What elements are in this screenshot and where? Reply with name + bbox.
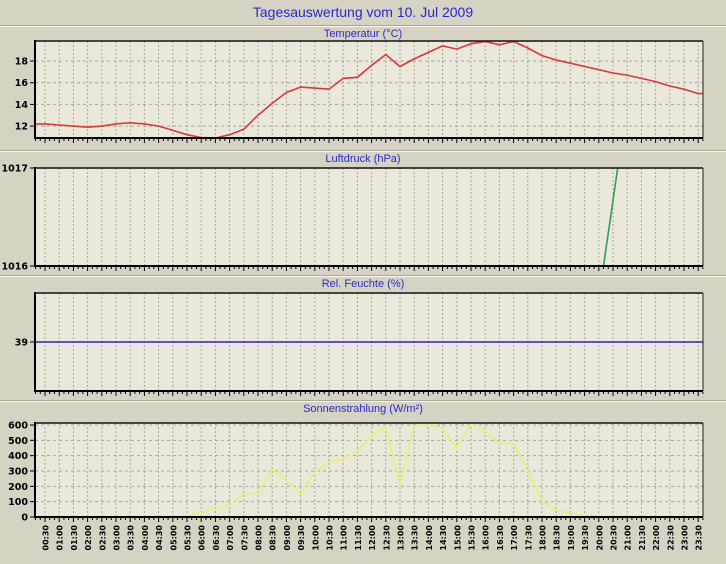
solar-radiation-y-axis-label: 300	[8, 466, 28, 477]
temperature-y-axis-label: 16	[15, 78, 29, 89]
x-axis-label: 20:30	[610, 525, 619, 551]
x-axis-label: 23:00	[681, 525, 690, 551]
solar-radiation-chart: 0 100 200 300 400 500 600 00:30 01:00 01:30 02:00 0…	[8, 420, 704, 550]
x-axis-label: 09:30	[297, 525, 306, 551]
solar-radiation-y-axis-label: 400	[8, 451, 28, 462]
humidity-y-axis-label: 39	[15, 338, 28, 349]
separator	[0, 400, 726, 402]
page-title: Tagesauswertung vom 10. Jul 2009	[252, 4, 474, 20]
x-axis-label: 21:00	[624, 525, 633, 551]
pressure-chart: 1016 1017	[2, 164, 704, 273]
x-axis-label: 18:30	[553, 525, 562, 551]
temperature-y-axis-label: 18	[15, 57, 29, 68]
x-axis-label: 07:30	[240, 525, 249, 551]
x-axis-label: 13:00	[397, 525, 406, 551]
x-axis-label: 11:30	[354, 525, 363, 551]
x-axis-label: 07:00	[226, 525, 235, 551]
x-axis-label: 14:30	[439, 525, 448, 551]
x-axis-label: 04:00	[141, 525, 150, 551]
temperature-plot-area	[35, 41, 703, 138]
solar-radiation-y-axis-label: 600	[8, 420, 28, 431]
x-axis-label: 03:30	[127, 525, 136, 551]
x-axis-label: 01:30	[70, 525, 79, 551]
x-axis-label: 22:30	[666, 525, 675, 551]
solar-radiation-y-axis-label: 500	[8, 436, 28, 447]
x-axis-label: 03:00	[113, 525, 122, 551]
x-axis-label: 06:00	[198, 525, 207, 551]
x-axis-label: 20:00	[595, 525, 604, 551]
x-axis-label: 09:00	[283, 525, 292, 551]
x-axis-label: 16:30	[496, 525, 505, 551]
temperature-y-axis-label: 12	[15, 122, 28, 133]
x-axis-label: 10:30	[326, 525, 335, 551]
x-axis-label: 02:00	[84, 525, 93, 551]
x-axis-label: 13:30	[411, 525, 420, 551]
x-axis-label: 16:00	[482, 525, 491, 551]
temperature-y-axis-label: 14	[15, 100, 29, 111]
panel-title-solar-radiation: Sonnenstrahlung (W/m²)	[303, 403, 423, 415]
solar-radiation-y-axis-label: 100	[8, 497, 28, 508]
humidity-chart: 39	[15, 292, 704, 396]
x-axis-label: 01:00	[56, 525, 65, 551]
x-axis-label: 15:30	[468, 525, 477, 551]
temperature-line	[35, 40, 703, 139]
x-axis-label: 12:00	[368, 525, 377, 551]
separator	[0, 25, 726, 27]
x-axis-label: 11:00	[340, 525, 349, 551]
x-axis-label: 23:30	[695, 525, 704, 551]
x-axis-label: 17:30	[524, 525, 533, 551]
separator	[0, 275, 726, 277]
temperature-chart: 12 14 16 18	[15, 40, 704, 143]
x-axis-label: 19:00	[567, 525, 576, 551]
pressure-line	[602, 167, 619, 267]
x-axis-label: 10:00	[311, 525, 320, 551]
panel-title-pressure: Luftdruck (hPa)	[325, 153, 401, 165]
pressure-y-axis-label: 1016	[2, 262, 29, 273]
solar-radiation-plot-area	[35, 423, 703, 517]
x-axis-label: 18:00	[539, 525, 548, 551]
x-axis-label: 17:00	[510, 525, 519, 551]
panel-title-temperature: Temperatur (°C)	[323, 28, 403, 40]
x-axis-label: 05:30	[184, 525, 193, 551]
x-axis-label: 22:00	[652, 525, 661, 551]
pressure-y-axis-label: 1017	[2, 164, 28, 175]
x-axis-label: 19:30	[581, 525, 590, 551]
x-axis-label: 21:30	[638, 525, 647, 551]
solar-radiation-y-axis-label: 0	[21, 513, 28, 524]
x-axis-label: 02:30	[98, 525, 107, 551]
x-axis-label: 15:00	[453, 525, 462, 551]
pressure-plot-area	[35, 168, 703, 266]
separator	[0, 150, 726, 152]
solar-radiation-y-axis-label: 200	[8, 482, 28, 493]
x-axis-label: 00:30	[42, 525, 51, 551]
x-axis-label: 05:00	[169, 525, 178, 551]
x-axis-label: 04:30	[155, 525, 164, 551]
x-axis-label: 08:00	[255, 525, 264, 551]
x-axis-label: 06:30	[212, 525, 221, 551]
x-axis-label: 12:30	[382, 525, 391, 551]
x-axis-label: 14:00	[425, 525, 434, 551]
x-axis-label: 08:30	[269, 525, 278, 551]
panel-title-humidity: Rel. Feuchte (%)	[321, 278, 405, 290]
